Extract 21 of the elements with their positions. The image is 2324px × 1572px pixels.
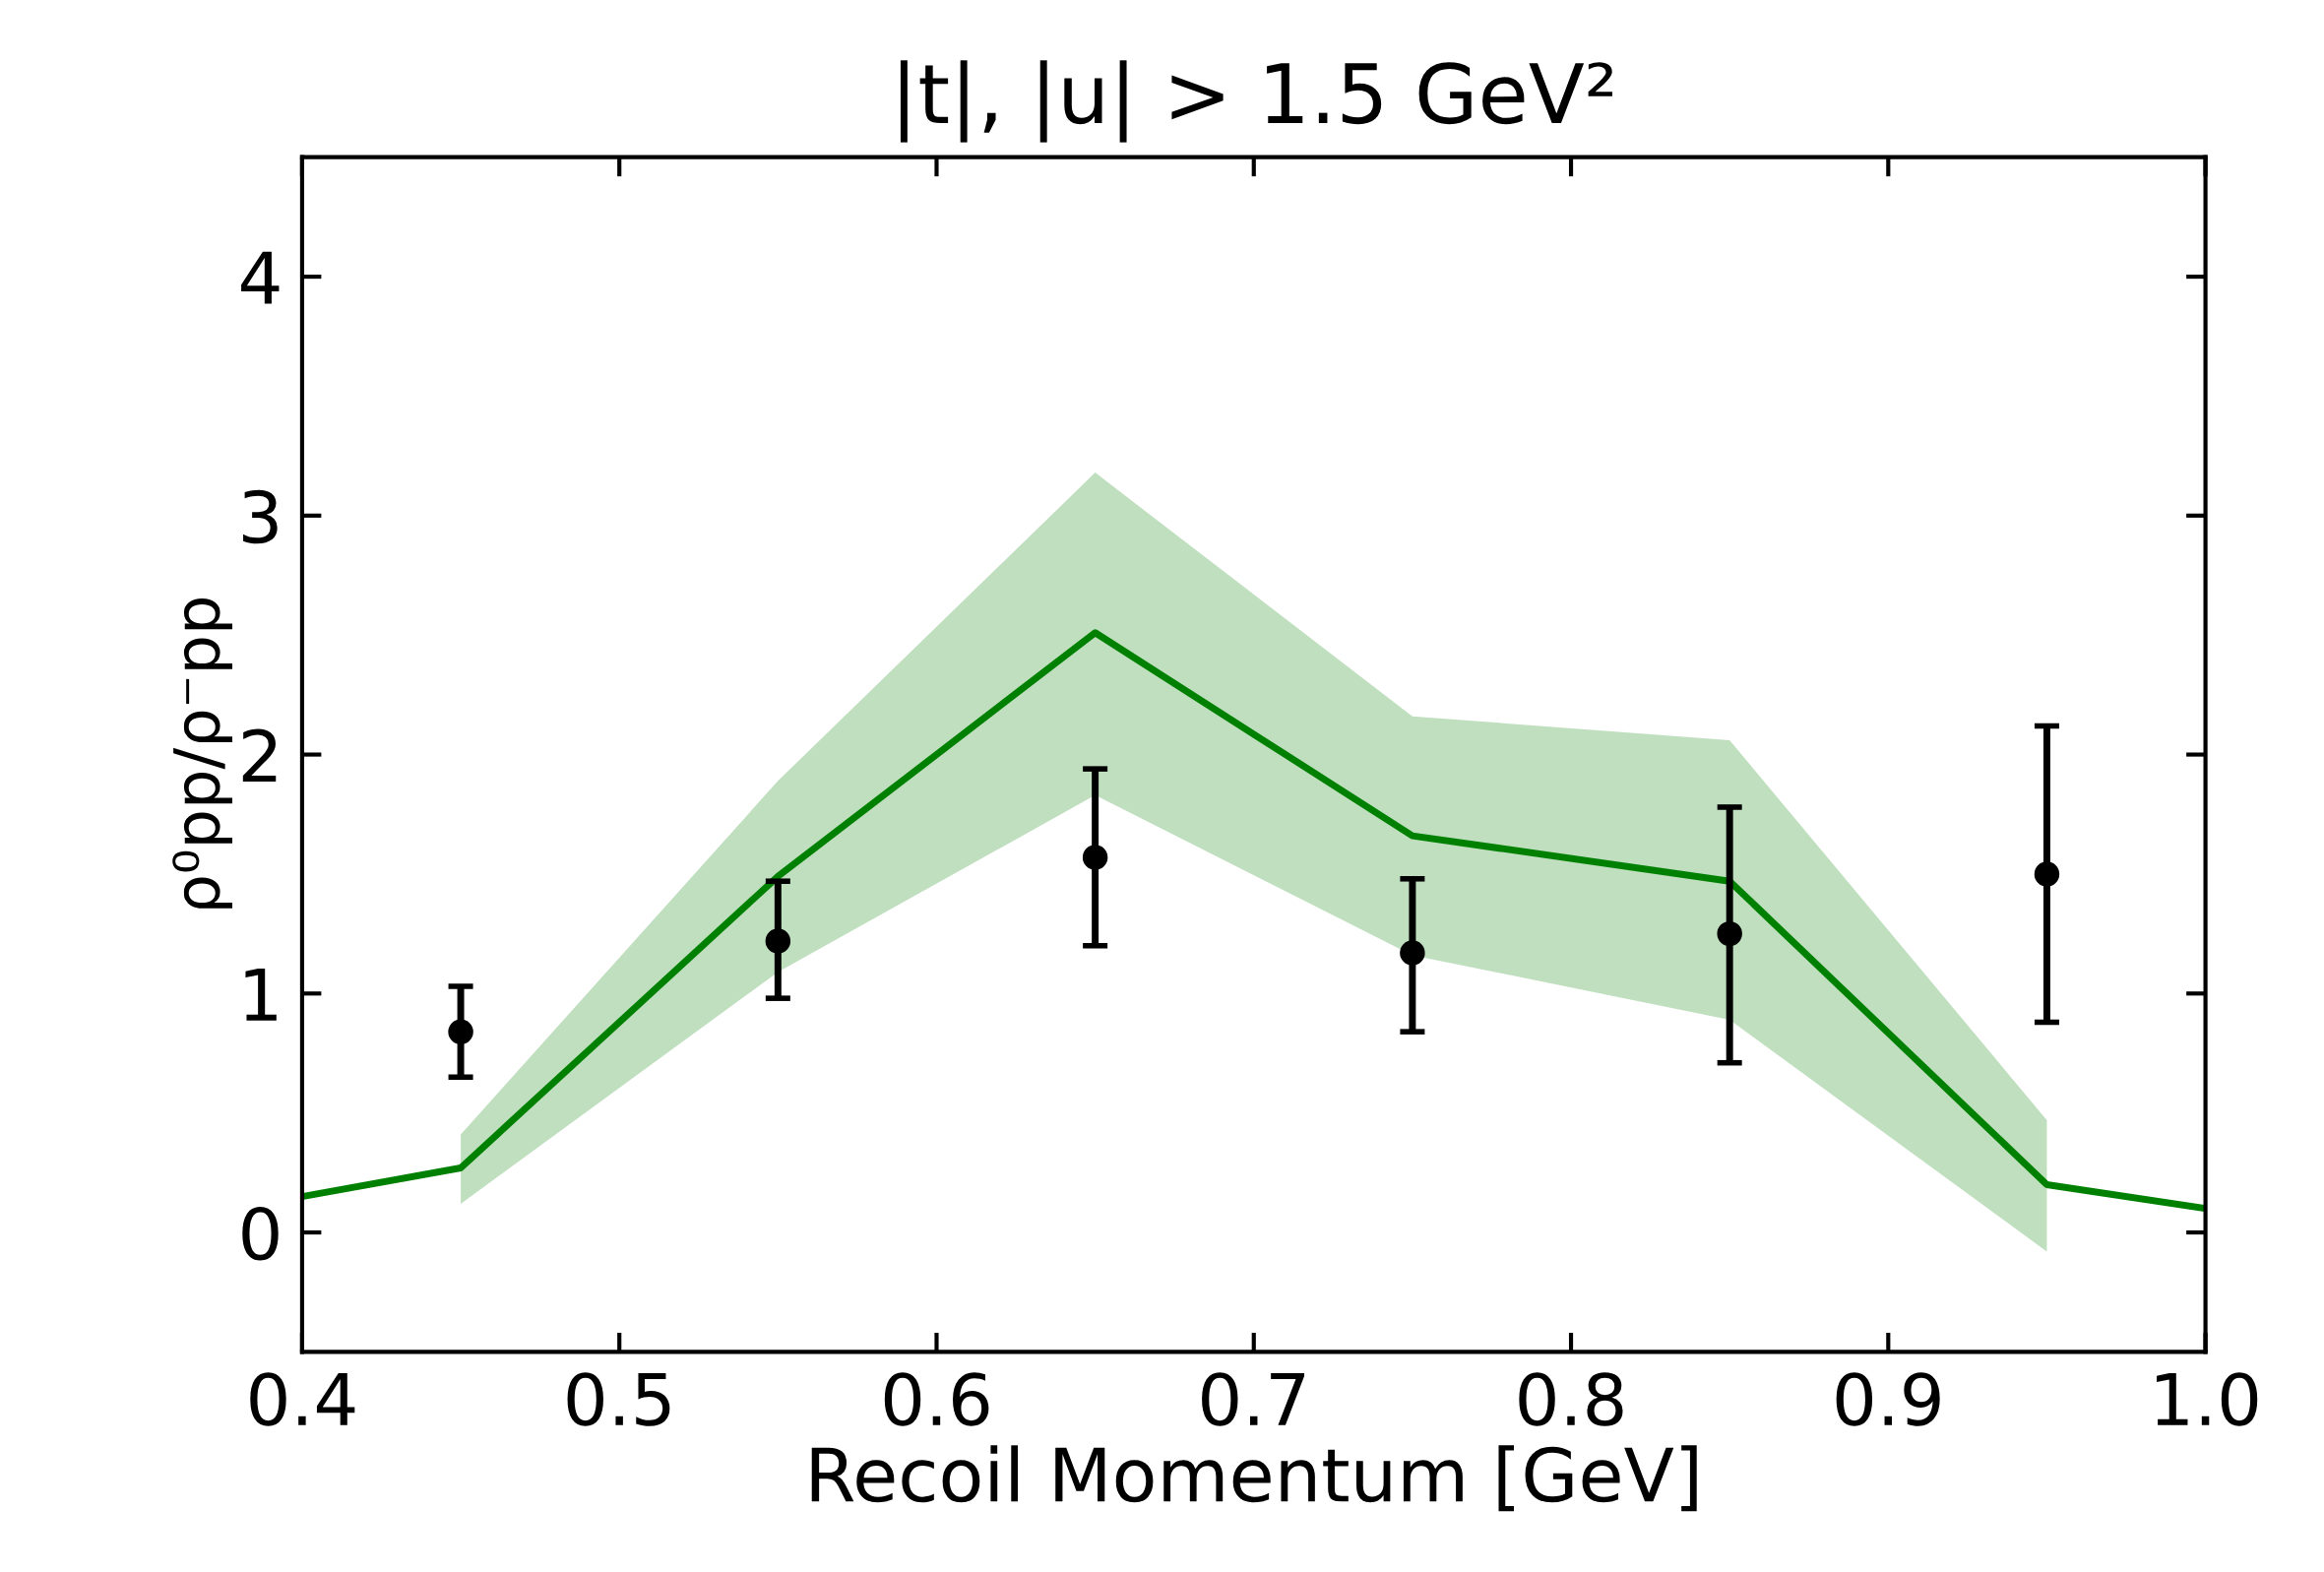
y-tick-label: 2 — [242, 728, 277, 782]
x-tick-label: 0.8 — [1519, 1372, 1623, 1426]
x-tick-label: 0.4 — [250, 1372, 355, 1426]
point — [1717, 920, 1742, 947]
point — [2034, 861, 2060, 887]
y-axis-title: ρ⁰pp/ρ⁻pp — [172, 597, 232, 909]
y-tick-label: 3 — [243, 489, 278, 544]
chart-title: |t|, |u| > 1.5 GeV² — [900, 60, 1612, 143]
x-tick-label: 0.6 — [884, 1372, 989, 1426]
x-tick-label: 0.7 — [1202, 1372, 1305, 1426]
y-tick-label: 1 — [245, 969, 277, 1021]
point — [1082, 845, 1108, 870]
x-tick-label: 0.5 — [567, 1372, 670, 1426]
y-tick-label: 4 — [241, 251, 280, 304]
y-tick-label: 0 — [242, 1206, 279, 1261]
point — [765, 928, 791, 954]
x-tick-label: 1.0 — [2157, 1372, 2258, 1426]
x-axis-title: Recoil Momentum [GeV] — [811, 1445, 1697, 1512]
point — [1400, 940, 1425, 966]
x-tick-label: 0.9 — [1836, 1372, 1940, 1426]
point — [448, 1019, 473, 1044]
